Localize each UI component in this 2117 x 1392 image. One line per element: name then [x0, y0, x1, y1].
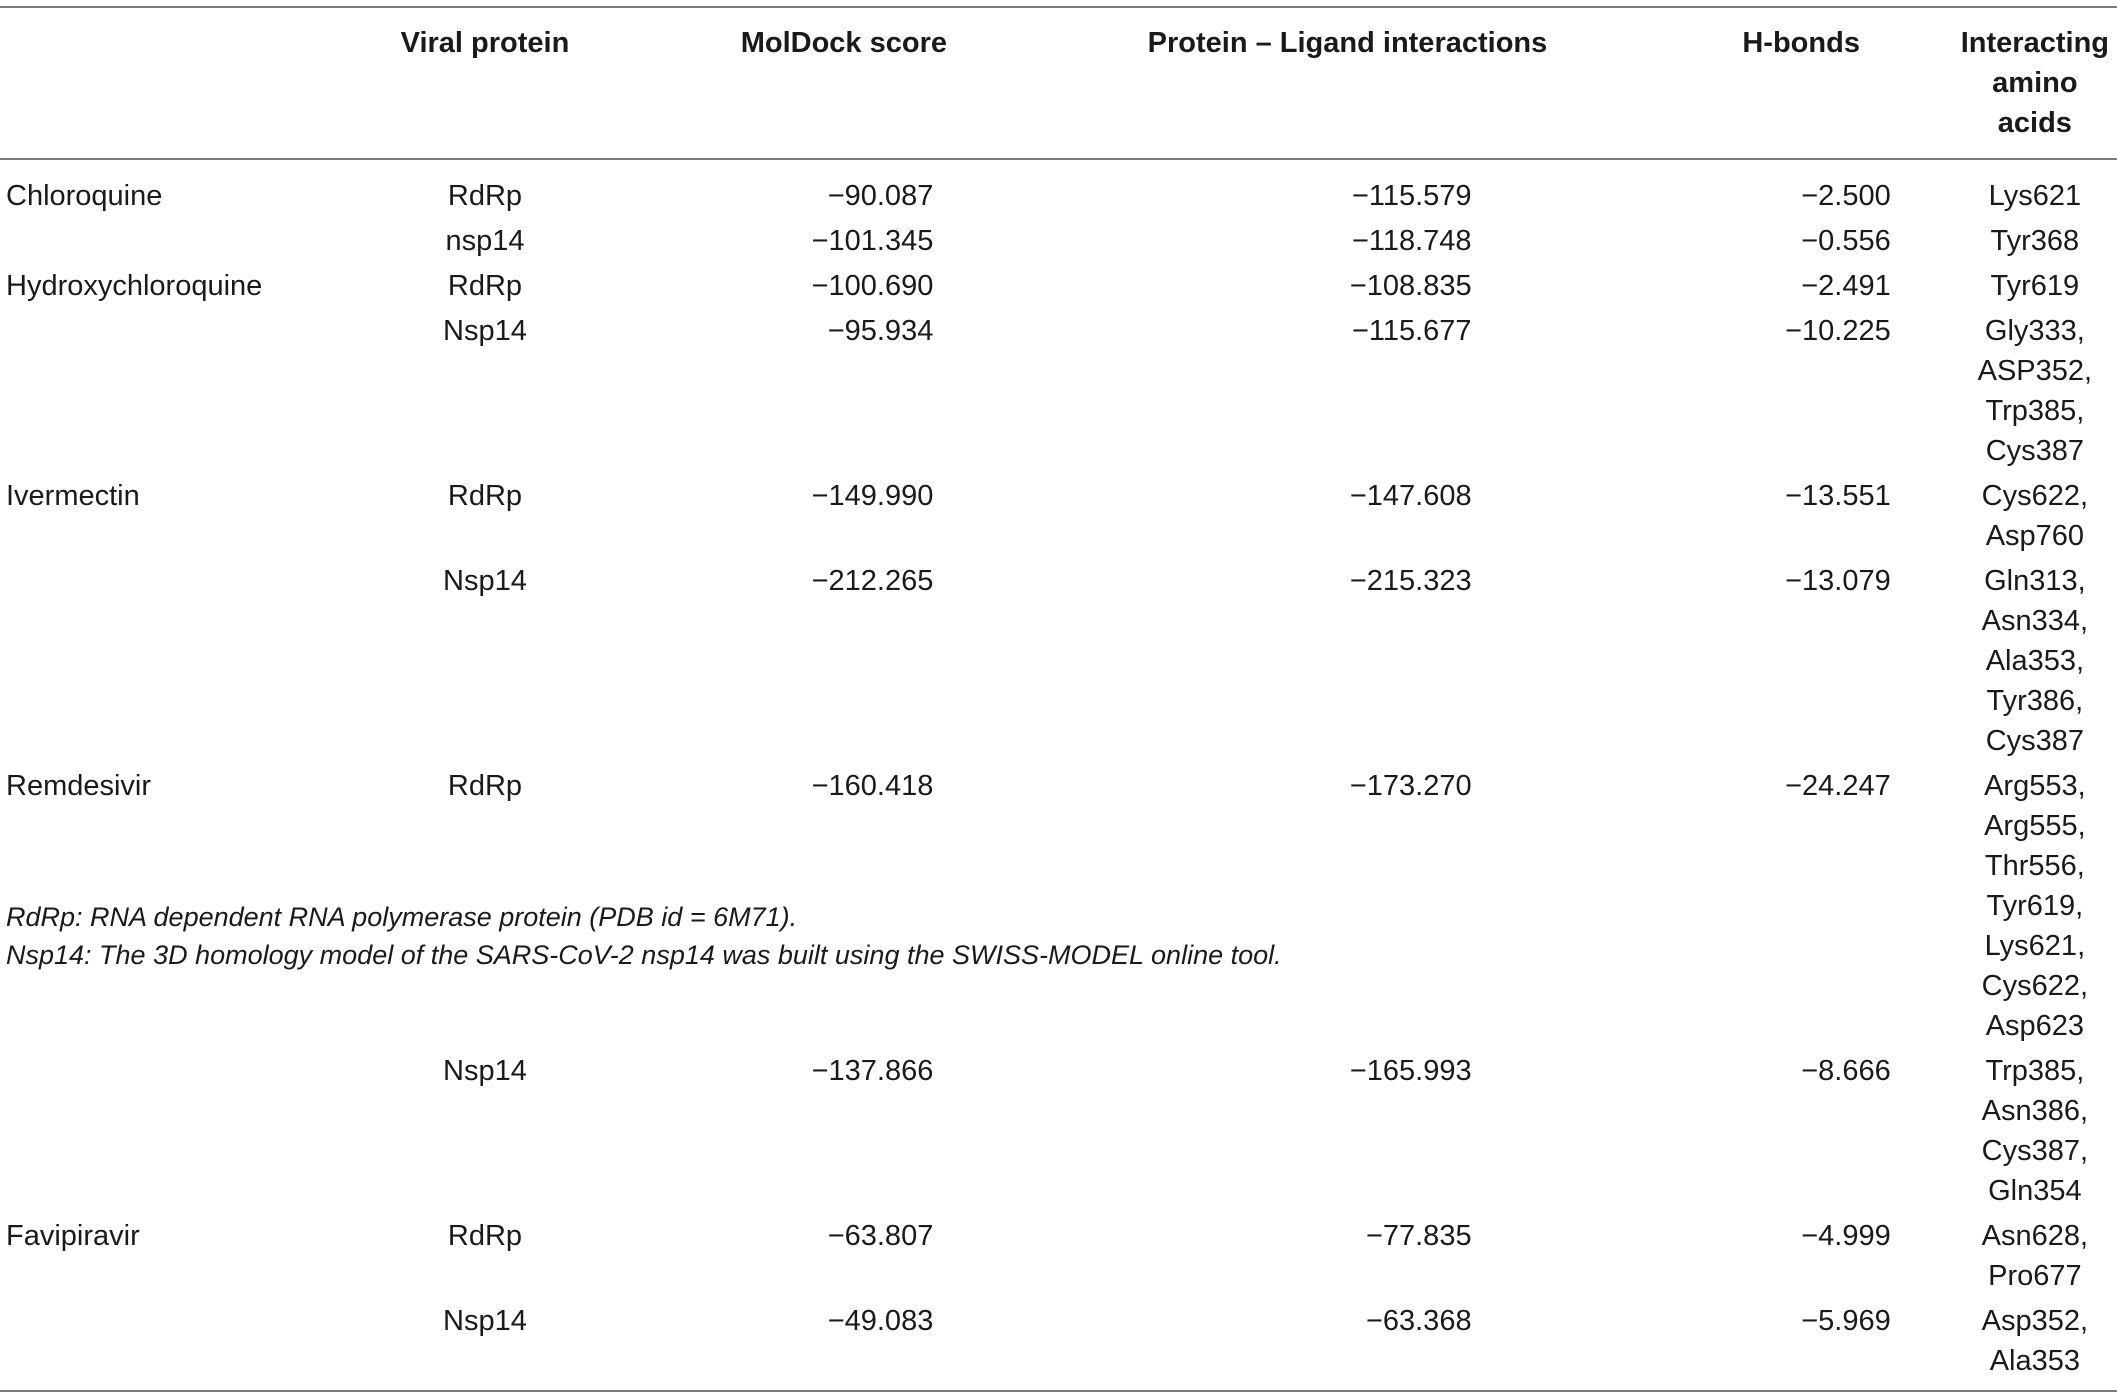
footnote-nsp14: Nsp14: The 3D homology model of the SARS…	[6, 940, 1282, 970]
cell-interacting-amino-acids: Tyr619	[1990, 270, 2080, 302]
footnote-rdrp: RdRp: RNA dependent RNA polymerase prote…	[6, 902, 798, 932]
table-row: Hydroxychloroquine RdRp −100.690 −108.83…	[0, 261, 2117, 306]
cell-viral-protein: Nsp14	[443, 1055, 527, 1087]
cell-h-bonds: −5.969	[1801, 1305, 1891, 1337]
cell-protein-ligand-interactions: −173.270	[1349, 770, 1472, 802]
table-row: Nsp14 −95.934 −115.677 −10.225 Gly333, A…	[0, 306, 2117, 471]
header-moldock-score: MolDock score	[740, 27, 947, 59]
cell-protein-ligand-interactions: −215.323	[1349, 565, 1472, 597]
cell-moldock-score: −100.690	[811, 270, 934, 302]
cell-drug: Chloroquine	[6, 180, 163, 212]
cell-moldock-score: −49.083	[827, 1305, 934, 1337]
cell-viral-protein: RdRp	[447, 770, 523, 802]
header-h-bonds: H-bonds	[1742, 27, 1860, 59]
cell-viral-protein: nsp14	[445, 225, 525, 257]
table-header: Viral protein MolDock score Protein – Li…	[0, 7, 2117, 159]
cell-interacting-amino-acids: Asn628, Pro677	[1981, 1220, 2089, 1292]
cell-h-bonds: −8.666	[1801, 1055, 1891, 1087]
header-viral-protein: Viral protein	[400, 27, 570, 59]
docking-results-table: Viral protein MolDock score Protein – Li…	[0, 6, 2117, 1392]
header-protein-ligand-interactions: Protein – Ligand interactions	[1147, 27, 1548, 59]
cell-moldock-score: −137.866	[811, 1055, 934, 1087]
cell-drug: Ivermectin	[6, 480, 140, 512]
table-footnotes: RdRp: RNA dependent RNA polymerase prote…	[6, 898, 1282, 974]
header-interacting-amino-acids: Interacting amino acids	[1960, 27, 2109, 139]
cell-viral-protein: RdRp	[447, 180, 523, 212]
cell-moldock-score: −149.990	[811, 480, 934, 512]
table-row: Nsp14 −137.866 −165.993 −8.666 Trp385, A…	[0, 1046, 2117, 1211]
cell-interacting-amino-acids: Gly333, ASP352, Trp385, Cys387	[1977, 315, 2093, 467]
table-row: Nsp14 −49.083 −63.368 −5.969 Asp352, Ala…	[0, 1296, 2117, 1391]
cell-h-bonds: −13.079	[1785, 565, 1891, 597]
cell-moldock-score: −212.265	[811, 565, 934, 597]
header-drug	[0, 7, 336, 159]
cell-drug	[0, 216, 336, 261]
cell-protein-ligand-interactions: −77.835	[1365, 1220, 1472, 1252]
cell-viral-protein: Nsp14	[443, 315, 527, 347]
table-row: Favipiravir RdRp −63.807 −77.835 −4.999 …	[0, 1211, 2117, 1296]
cell-protein-ligand-interactions: −147.608	[1349, 480, 1472, 512]
cell-h-bonds: −10.225	[1785, 315, 1891, 347]
table-row: Ivermectin RdRp −149.990 −147.608 −13.55…	[0, 471, 2117, 556]
cell-h-bonds: −0.556	[1801, 225, 1891, 257]
cell-h-bonds: −2.500	[1801, 180, 1891, 212]
cell-viral-protein: RdRp	[447, 270, 523, 302]
cell-interacting-amino-acids: Lys621	[1988, 180, 2082, 212]
table-row: nsp14 −101.345 −118.748 −0.556 Tyr368	[0, 216, 2117, 261]
table-body: Chloroquine RdRp −90.087 −115.579 −2.500…	[0, 159, 2117, 1391]
cell-h-bonds: −2.491	[1801, 270, 1891, 302]
cell-drug: Remdesivir	[6, 770, 152, 802]
cell-h-bonds: −24.247	[1785, 770, 1891, 802]
cell-h-bonds: −13.551	[1785, 480, 1891, 512]
cell-h-bonds: −4.999	[1801, 1220, 1891, 1252]
cell-moldock-score: −101.345	[811, 225, 934, 257]
cell-protein-ligand-interactions: −63.368	[1365, 1305, 1472, 1337]
cell-protein-ligand-interactions: −165.993	[1349, 1055, 1472, 1087]
cell-interacting-amino-acids: Trp385, Asn386, Cys387, Gln354	[1981, 1055, 2089, 1207]
table-row: Remdesivir RdRp −160.418 −173.270 −24.24…	[0, 761, 2117, 1046]
cell-drug: Hydroxychloroquine	[6, 270, 263, 302]
table-row: Chloroquine RdRp −90.087 −115.579 −2.500…	[0, 159, 2117, 216]
cell-interacting-amino-acids: Gln313, Asn334, Ala353, Tyr386, Cys387	[1981, 565, 2089, 757]
table-row: Nsp14 −212.265 −215.323 −13.079 Gln313, …	[0, 556, 2117, 761]
cell-moldock-score: −90.087	[827, 180, 934, 212]
cell-drug: Favipiravir	[6, 1220, 140, 1252]
cell-protein-ligand-interactions: −115.579	[1351, 180, 1472, 212]
cell-viral-protein: Nsp14	[443, 1305, 527, 1337]
cell-moldock-score: −95.934	[827, 315, 934, 347]
cell-drug	[0, 306, 336, 471]
cell-viral-protein: Nsp14	[443, 565, 527, 597]
table-page: Viral protein MolDock score Protein – Li…	[0, 7, 2117, 1391]
cell-viral-protein: RdRp	[447, 1220, 523, 1252]
cell-protein-ligand-interactions: −118.748	[1351, 225, 1472, 257]
cell-interacting-amino-acids: Tyr368	[1990, 225, 2080, 257]
cell-moldock-score: −63.807	[827, 1220, 934, 1252]
cell-drug	[0, 1046, 336, 1211]
cell-protein-ligand-interactions: −115.677	[1351, 315, 1472, 347]
cell-drug	[0, 556, 336, 761]
cell-protein-ligand-interactions: −108.835	[1349, 270, 1472, 302]
cell-interacting-amino-acids: Asp352, Ala353	[1981, 1305, 2089, 1377]
cell-interacting-amino-acids: Arg553, Arg555, Thr556, Tyr619, Lys621, …	[1981, 770, 2089, 1042]
cell-drug	[0, 1296, 336, 1391]
cell-interacting-amino-acids: Cys622, Asp760	[1981, 480, 2089, 552]
cell-viral-protein: RdRp	[447, 480, 523, 512]
cell-moldock-score: −160.418	[811, 770, 934, 802]
header-row: Viral protein MolDock score Protein – Li…	[0, 7, 2117, 159]
